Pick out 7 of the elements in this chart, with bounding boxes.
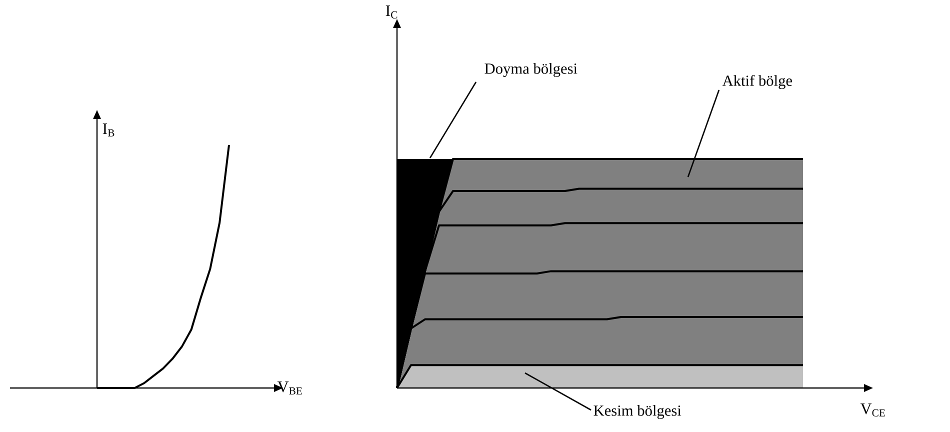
x-axis-title: V$_{CE}$	[860, 403, 885, 416]
text: Doyma bölgesi	[484, 63, 578, 77]
text: Aktif bölge	[722, 74, 792, 90]
text: Kesim bölgesi	[594, 405, 682, 419]
x-axis-title: V$_{BE}$	[277, 382, 302, 394]
y-axis-title: I$_{B}$	[102, 124, 114, 136]
y-axis-title: I$_{C}$	[386, 6, 398, 18]
